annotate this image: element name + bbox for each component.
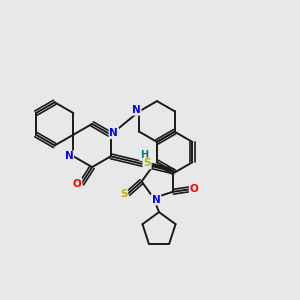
Text: N: N [110, 128, 118, 138]
Text: S: S [120, 189, 127, 199]
Text: S: S [143, 158, 151, 169]
Text: N: N [64, 151, 73, 161]
Text: O: O [190, 184, 199, 194]
Text: O: O [73, 178, 82, 189]
Text: N: N [152, 194, 160, 205]
Text: H: H [140, 150, 148, 160]
Text: N: N [132, 105, 141, 115]
